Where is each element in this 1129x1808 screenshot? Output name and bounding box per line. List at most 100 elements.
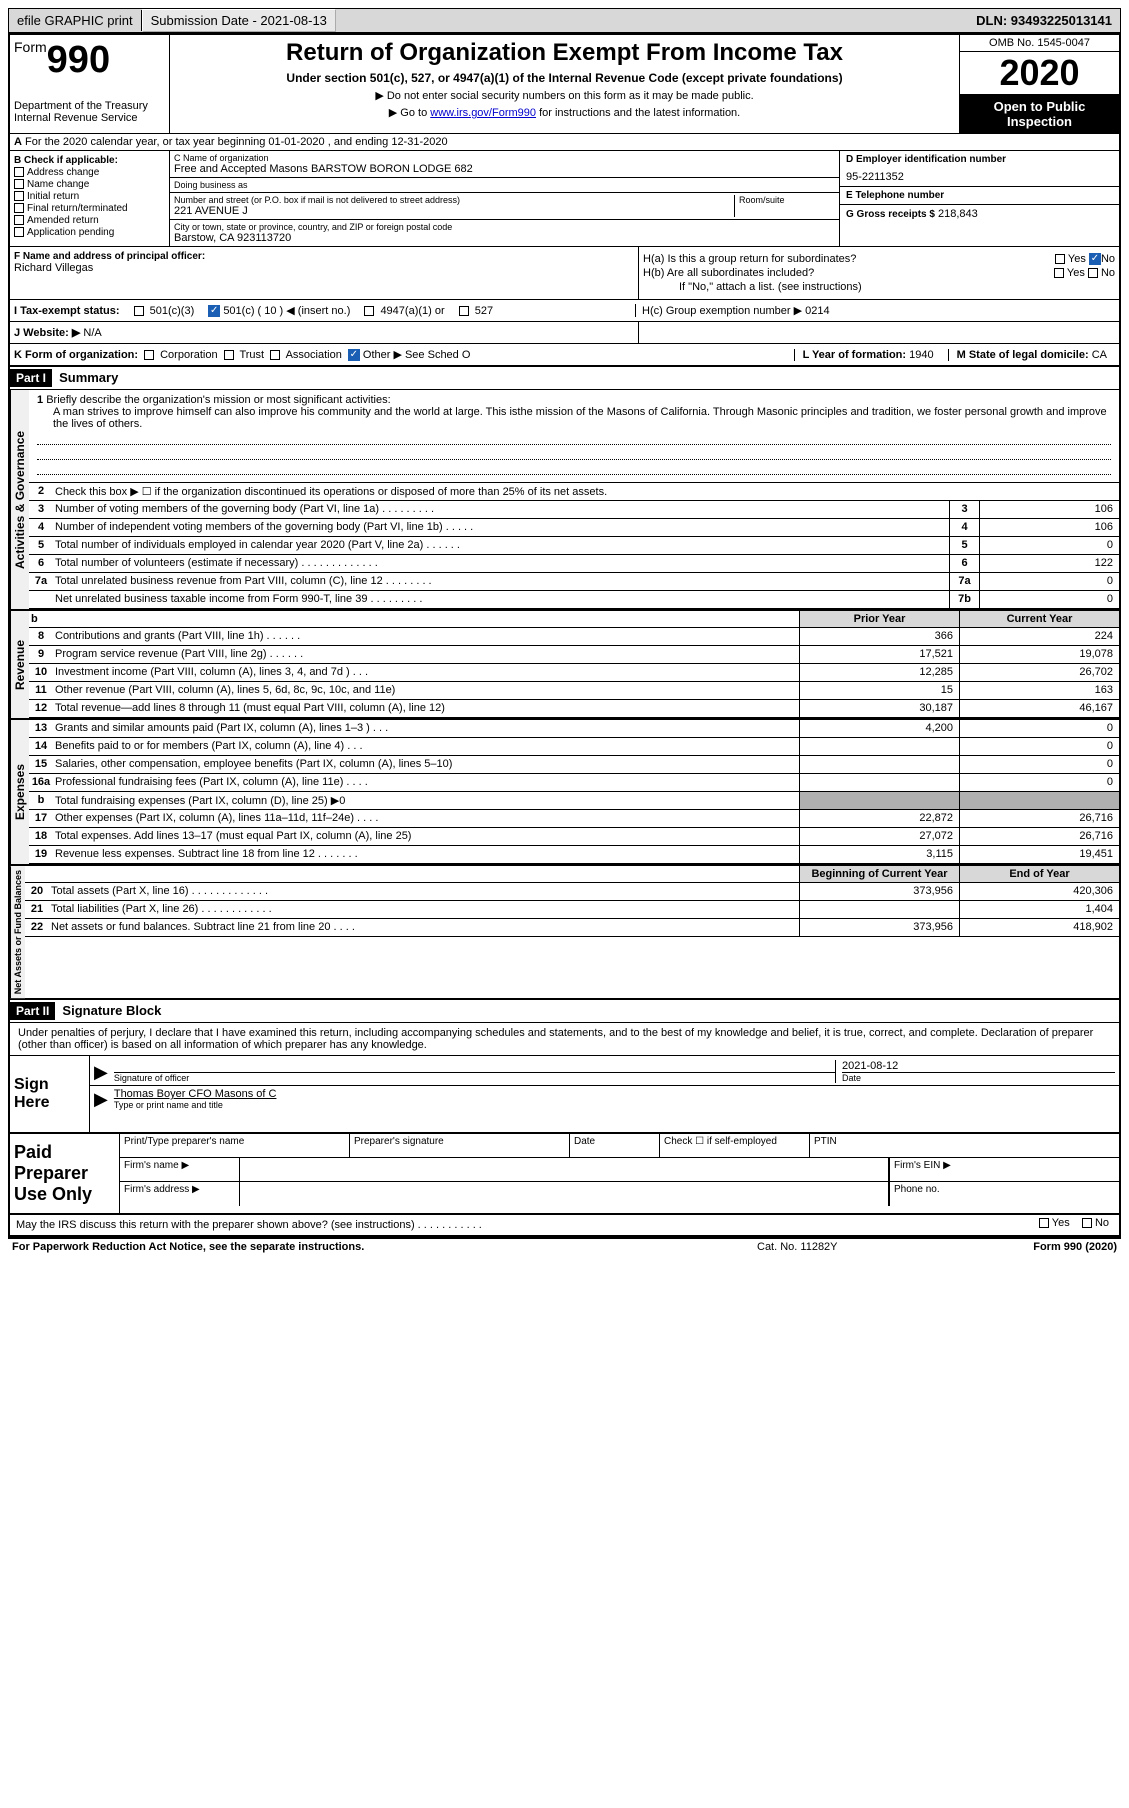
paid-row-1: Print/Type preparer's name Preparer's si… xyxy=(120,1134,1119,1158)
prior-value xyxy=(799,738,959,755)
officer-typed-name: Thomas Boyer CFO Masons of C xyxy=(114,1088,1115,1100)
header-left: Form990 Department of the Treasury Inter… xyxy=(10,35,170,133)
row-num: b xyxy=(29,792,53,809)
opt-amended-return[interactable]: Amended return xyxy=(14,215,165,226)
sign-section: Sign Here ▶ Signature of officer 2021-08… xyxy=(10,1056,1119,1134)
row-num: 6 xyxy=(29,555,53,572)
paperwork-notice: For Paperwork Reduction Act Notice, see … xyxy=(12,1241,757,1253)
submission-date-button[interactable]: Submission Date - 2021-08-13 xyxy=(142,9,336,32)
note2-suffix: for instructions and the latest informat… xyxy=(536,107,740,119)
data-row: 8Contributions and grants (Part VIII, li… xyxy=(29,628,1119,646)
hb-text: H(b) Are all subordinates included? xyxy=(643,267,814,279)
part1-title: Summary xyxy=(55,370,118,385)
part2-badge: Part II xyxy=(10,1002,55,1020)
website-row: J Website: ▶ N/A xyxy=(10,322,1119,344)
section-bcde: B Check if applicable: Address change Na… xyxy=(10,151,1119,247)
prior-value: 27,072 xyxy=(799,828,959,845)
website-value: N/A xyxy=(83,327,101,339)
q1-text: A man strives to improve himself can als… xyxy=(37,406,1111,430)
netassets-body: Beginning of Current Year End of Year 20… xyxy=(25,866,1119,998)
data-row: 17Other expenses (Part IX, column (A), l… xyxy=(29,810,1119,828)
prep-sig-label: Preparer's signature xyxy=(350,1134,570,1157)
city-value: Barstow, CA 923113720 xyxy=(174,232,835,244)
checkbox-icon xyxy=(270,350,280,360)
opt-address-change[interactable]: Address change xyxy=(14,167,165,178)
room-label: Room/suite xyxy=(739,195,835,205)
dln-label: DLN: 93493225013141 xyxy=(968,10,1120,31)
prior-year-header: Prior Year xyxy=(799,611,959,627)
addr-row: Number and street (or P.O. box if mail i… xyxy=(170,193,839,220)
ein-value: 95-2211352 xyxy=(846,171,1113,183)
arrow-icon: ▶ xyxy=(94,1089,108,1110)
prior-value: 366 xyxy=(799,628,959,645)
checkbox-icon xyxy=(1082,1218,1092,1228)
row-fh: F Name and address of principal officer:… xyxy=(10,247,1119,300)
checkbox-icon xyxy=(14,227,24,237)
form-subtitle: Under section 501(c), 527, or 4947(a)(1)… xyxy=(178,71,951,85)
sig-officer-field[interactable]: Signature of officer xyxy=(114,1058,835,1083)
org-name-label: C Name of organization xyxy=(174,153,835,163)
gov-row: 6Total number of volunteers (estimate if… xyxy=(29,555,1119,573)
org-name-row: C Name of organization Free and Accepted… xyxy=(170,151,839,178)
current-value: 418,902 xyxy=(959,919,1119,936)
ein-box: D Employer identification number 95-2211… xyxy=(840,151,1119,187)
row-num: 5 xyxy=(29,537,53,554)
prior-value xyxy=(799,901,959,918)
firm-addr-label: Firm's address ▶ xyxy=(120,1182,240,1206)
inspection-notice: Open to Public Inspection xyxy=(960,95,1119,133)
data-row: 21Total liabilities (Part X, line 26) . … xyxy=(25,901,1119,919)
firm-name-value[interactable] xyxy=(240,1158,889,1181)
discuss-row: May the IRS discuss this return with the… xyxy=(10,1215,1119,1237)
revenue-label: Revenue xyxy=(10,611,29,718)
opt-initial-return[interactable]: Initial return xyxy=(14,191,165,202)
hb-line: H(b) Are all subordinates included? Yes … xyxy=(643,267,1115,279)
row-num: 7a xyxy=(29,573,53,590)
top-bar: efile GRAPHIC print Submission Date - 20… xyxy=(8,8,1121,33)
prior-value xyxy=(799,756,959,773)
gross-label: G Gross receipts $ xyxy=(846,209,935,220)
row-value: 106 xyxy=(979,501,1119,518)
row-num xyxy=(29,591,53,608)
opt-assoc: Association xyxy=(286,349,342,361)
data-row: 16aProfessional fundraising fees (Part I… xyxy=(29,774,1119,792)
row-num: 19 xyxy=(29,846,53,863)
opt-application-pending[interactable]: Application pending xyxy=(14,227,165,238)
principal-officer: F Name and address of principal officer:… xyxy=(10,247,639,299)
prior-value: 373,956 xyxy=(799,883,959,900)
row-text: Total unrelated business revenue from Pa… xyxy=(53,573,949,590)
b-label: b xyxy=(29,611,53,627)
sig-officer-label: Signature of officer xyxy=(114,1073,835,1083)
row-value: 0 xyxy=(979,573,1119,590)
opt-corp: Corporation xyxy=(160,349,217,361)
gov-row: 4Number of independent voting members of… xyxy=(29,519,1119,537)
checkbox-icon xyxy=(14,203,24,213)
checkbox-icon xyxy=(1055,254,1065,264)
q1-label: Briefly describe the organization's miss… xyxy=(46,394,390,406)
row-value: 0 xyxy=(979,591,1119,608)
begin-year-header: Beginning of Current Year xyxy=(799,866,959,882)
website-label: J Website: ▶ xyxy=(14,327,80,339)
row-num: 20 xyxy=(25,883,49,900)
website-right-empty xyxy=(639,322,1119,343)
opt-final-return[interactable]: Final return/terminated xyxy=(14,203,165,214)
prior-value: 3,115 xyxy=(799,846,959,863)
row-num: 21 xyxy=(25,901,49,918)
dotted-line xyxy=(37,433,1111,445)
row-num: 22 xyxy=(25,919,49,936)
checkbox-icon xyxy=(144,350,154,360)
addr-value: 221 AVENUE J xyxy=(174,205,730,217)
current-value: 0 xyxy=(959,720,1119,737)
phone-no-label: Phone no. xyxy=(889,1182,1119,1206)
opt-name-change[interactable]: Name change xyxy=(14,179,165,190)
form-header: Form990 Department of the Treasury Inter… xyxy=(10,35,1119,134)
opt-501c3: 501(c)(3) xyxy=(150,305,195,317)
part2-title: Signature Block xyxy=(58,1003,161,1018)
irs-link[interactable]: www.irs.gov/Form990 xyxy=(430,107,536,119)
ha-line: H(a) Is this a group return for subordin… xyxy=(643,253,1115,265)
form-990-number: 990 xyxy=(47,39,110,81)
data-row: 15Salaries, other compensation, employee… xyxy=(29,756,1119,774)
data-row: 11Other revenue (Part VIII, column (A), … xyxy=(29,682,1119,700)
firm-addr-value[interactable] xyxy=(240,1182,889,1206)
sig-date-label: Date xyxy=(842,1073,1115,1083)
paid-section: Paid Preparer Use Only Print/Type prepar… xyxy=(10,1134,1119,1215)
